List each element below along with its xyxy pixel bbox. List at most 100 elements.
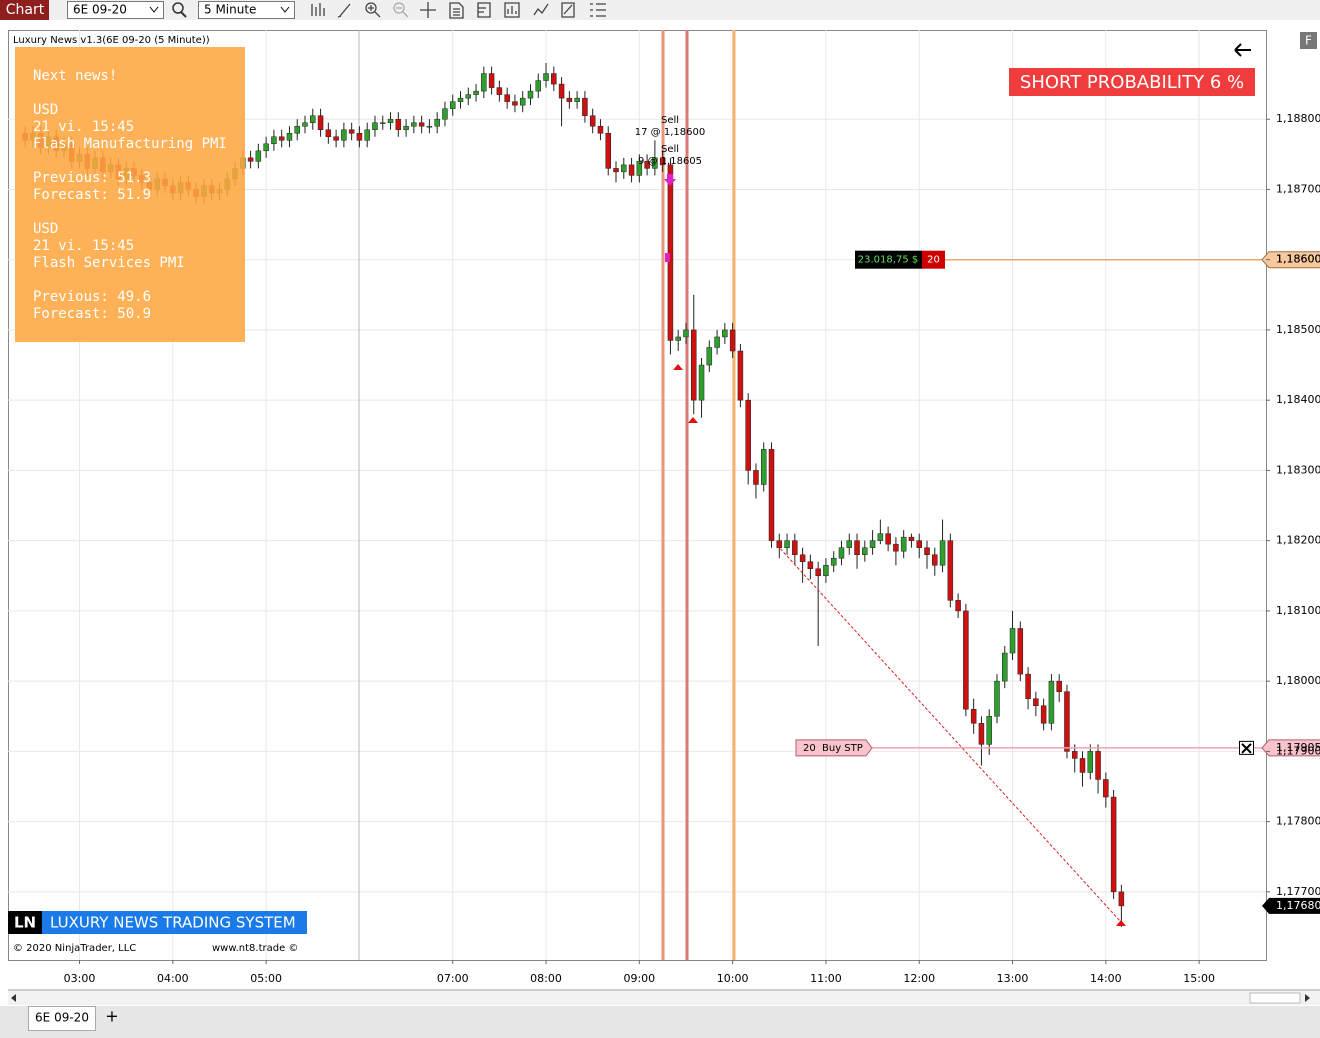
scroll-thumb[interactable] [1249, 992, 1301, 1004]
candle-body [442, 108, 448, 120]
candle-body [714, 336, 720, 348]
candle-body [753, 470, 759, 485]
last-price-tag [1262, 897, 1320, 914]
candle-body [799, 554, 806, 562]
float-button[interactable] [1300, 32, 1317, 49]
candle-body [768, 449, 775, 541]
candle-body [341, 129, 347, 141]
y-tick-label: 1,18200 [1276, 534, 1320, 547]
candle-body [1017, 628, 1024, 675]
candle-body [543, 73, 549, 81]
candle-body [1009, 628, 1016, 654]
candle-body [589, 115, 596, 127]
candle-body [970, 708, 977, 724]
news-time: 21 vi. 15:45 [33, 238, 134, 254]
search-icon[interactable] [172, 2, 184, 14]
menu-title[interactable]: Chart [6, 2, 45, 18]
candle-body [877, 533, 884, 541]
dropdown-arrow [149, 6, 159, 13]
back-arrow[interactable] [1234, 43, 1251, 57]
candle-body [364, 129, 370, 141]
candle-body [838, 547, 845, 559]
execution-fill: 9 @ 1,18605 [638, 156, 702, 167]
cancel-order-icon [1241, 743, 1252, 754]
candle-body [939, 540, 946, 566]
candle-body [1025, 673, 1031, 699]
candle-body [807, 561, 814, 570]
news-event: Flash Services PMI [33, 255, 185, 271]
instrument-select[interactable] [67, 1, 164, 19]
candle-body [1002, 652, 1008, 682]
signal-box [1009, 68, 1255, 96]
candle-body [504, 94, 510, 102]
entry-arrow [664, 174, 676, 186]
candle-body [302, 122, 308, 127]
candle-body [698, 364, 705, 401]
candle-body [893, 543, 899, 552]
quantity-text: 20 [927, 255, 940, 266]
chart-menu[interactable] [0, 0, 49, 20]
quantity-box [922, 250, 945, 269]
y-tick-label: 1,18700 [1276, 182, 1320, 195]
x-tick-label: 13:00 [997, 972, 1029, 985]
candle-body [737, 350, 744, 401]
news-box [15, 47, 245, 342]
candle-body [667, 164, 674, 341]
candle-body [551, 73, 557, 85]
x-tick-label: 03:00 [64, 972, 96, 985]
brand-name: LUXURY NEWS TRADING SYSTEM [50, 914, 296, 932]
y-tick-label: 1,17800 [1276, 815, 1320, 828]
candle-body [830, 557, 837, 566]
candle-body [691, 329, 697, 401]
candle-body [449, 101, 456, 109]
candle-body [994, 680, 1000, 717]
axis-tag-label: 1,18600 [1276, 253, 1320, 266]
x-tick-label: 12:00 [903, 972, 935, 985]
candle-body [900, 536, 907, 552]
candle-body [683, 329, 689, 338]
interval-text[interactable]: 5 Minute [204, 3, 256, 17]
order-type: Buy STP [822, 743, 863, 754]
pnl-text: 23.018,75 $ [858, 255, 918, 266]
axis-tag [1261, 739, 1320, 757]
news-previous: Previous: 49.6 [33, 289, 151, 305]
y-tick-label: 1,17900 [1276, 744, 1320, 757]
candle-body [582, 97, 588, 116]
add-tab[interactable]: + [105, 1007, 118, 1026]
candle-body [434, 118, 440, 127]
interval-select[interactable] [198, 1, 295, 19]
candle-body [706, 347, 713, 366]
trade-link [776, 544, 1122, 923]
candle-body [247, 157, 254, 162]
candle-body [481, 73, 487, 92]
scrollbar[interactable] [8, 991, 1320, 1005]
candle-body [652, 157, 658, 169]
tab[interactable] [28, 1006, 96, 1031]
news-heading: Next news! [33, 68, 117, 84]
candle-body [932, 554, 938, 566]
candle-body [286, 133, 293, 141]
news-forecast: Forecast: 51.9 [33, 187, 151, 203]
candle-body [1056, 680, 1062, 692]
candle-body [862, 547, 868, 555]
candle-body [418, 122, 425, 127]
tab-label[interactable]: 6E 09-20 [35, 1011, 89, 1025]
candle-body [636, 161, 643, 176]
candle-body [947, 540, 954, 601]
candle-body [488, 73, 495, 88]
axis-tag [1261, 251, 1320, 269]
candle-body [784, 540, 790, 548]
candle-body [496, 87, 503, 95]
entry-mark [665, 253, 670, 262]
axis-tag-label: 1,17905 [1276, 741, 1320, 754]
toolbar-icons[interactable] [311, 2, 606, 19]
brand-badge-text: LN [14, 914, 36, 932]
float-button-label[interactable]: F [1305, 34, 1312, 48]
x-tick-label: 04:00 [157, 972, 189, 985]
candle-body [597, 125, 604, 134]
candle-body [978, 723, 985, 745]
candle-body [255, 150, 262, 162]
news-time: 21 vi. 15:45 [33, 119, 134, 135]
instrument-text[interactable]: 6E 09-20 [73, 3, 127, 17]
candle-body [823, 564, 829, 577]
